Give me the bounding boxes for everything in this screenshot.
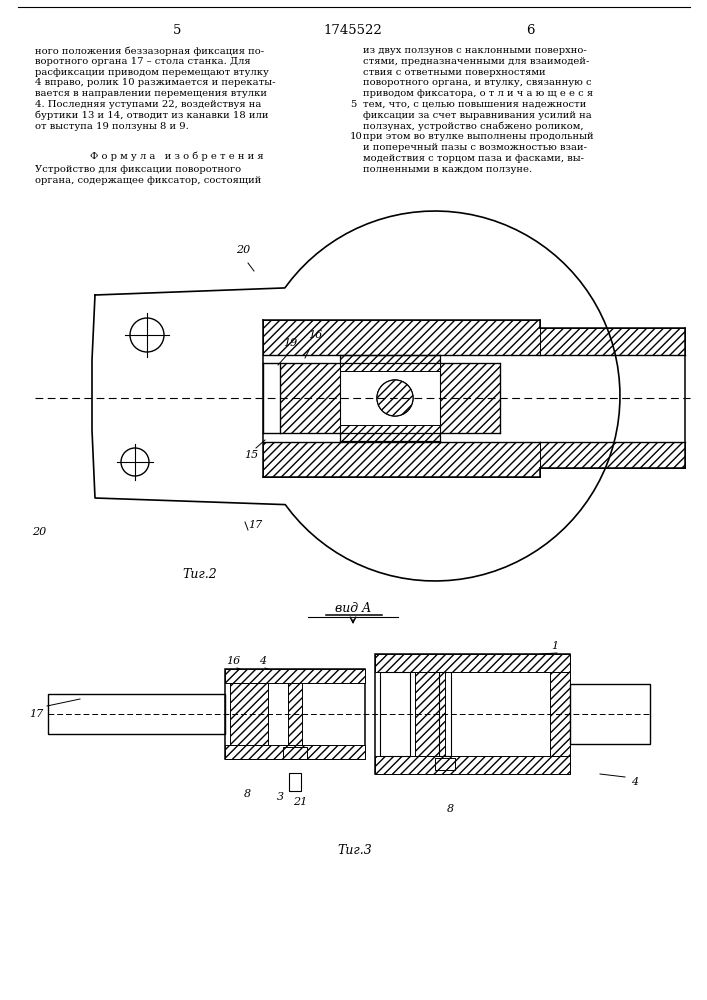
Bar [225,669,365,759]
Bar [375,654,570,774]
Bar [375,756,570,774]
Text: 5: 5 [350,100,356,109]
Bar [48,694,225,734]
Text: 20: 20 [32,527,46,537]
Text: поворотного органа, и втулку, связанную с: поворотного органа, и втулку, связанную … [363,78,592,87]
Text: расфиксации приводом перемещают втулку: расфиксации приводом перемещают втулку [35,68,269,77]
Bar [570,684,650,744]
Text: вается в направлении перемещения втулки: вается в направлении перемещения втулки [35,89,267,98]
Text: 17: 17 [248,520,262,530]
Text: 4: 4 [631,777,638,787]
Bar [340,355,440,371]
Text: 21: 21 [293,797,307,807]
Text: ползунах, устройство снабжено роликом,: ползунах, устройство снабжено роликом, [363,122,583,131]
Text: стями, предназначенными для взаимодей-: стями, предназначенными для взаимодей- [363,57,590,66]
Text: 15: 15 [244,450,258,460]
Bar [225,669,365,683]
Text: 17: 17 [29,709,43,719]
Text: 16: 16 [308,330,322,340]
Text: 4. Последняя уступами 22, воздействуя на: 4. Последняя уступами 22, воздействуя на [35,100,262,109]
Text: Ф о р м у л а   и з о б р е т е н и я: Ф о р м у л а и з о б р е т е н и я [90,151,264,161]
Text: Τиг.3: Τиг.3 [338,844,373,857]
Bar [540,442,685,468]
Text: и поперечный пазы с возможностью взаи-: и поперечный пазы с возможностью взаи- [363,143,587,152]
Bar [263,320,540,355]
Bar [230,683,268,745]
Text: фиксации за счет выравнивания усилий на: фиксации за счет выравнивания усилий на [363,111,592,120]
Circle shape [377,380,413,416]
Bar [263,442,540,477]
Text: 19: 19 [283,338,297,348]
Text: 4: 4 [259,656,267,666]
Text: 1: 1 [551,641,559,651]
Text: 8: 8 [243,789,250,799]
Bar [540,328,685,355]
Text: из двух ползунов с наклонными поверхно-: из двух ползунов с наклонными поверхно- [363,46,587,55]
Text: 4 вправо, ролик 10 разжимается и перекаты-: 4 вправо, ролик 10 разжимается и перекат… [35,78,276,87]
Text: ного положения беззазорная фиксация по-: ного положения беззазорная фиксация по- [35,46,264,55]
Text: 16: 16 [226,656,240,666]
Text: воротного органа 17 – стола станка. Для: воротного органа 17 – стола станка. Для [35,57,250,66]
Text: приводом фиксатора, о т л и ч а ю щ е е с я: приводом фиксатора, о т л и ч а ю щ е е … [363,89,593,98]
Bar [380,672,410,756]
Text: ствия с ответными поверхностями: ствия с ответными поверхностями [363,68,546,77]
Bar [225,745,365,759]
Text: Τиг.2: Τиг.2 [182,568,217,581]
Text: 6: 6 [526,24,534,37]
Bar [288,683,302,745]
Text: 3: 3 [276,792,284,802]
Text: 20: 20 [236,245,250,255]
Text: органа, содержащее фиксатор, состоящий: органа, содержащее фиксатор, состоящий [35,176,262,185]
Bar [375,654,570,672]
Text: 8: 8 [446,804,454,814]
Text: тем, что, с целью повышения надежности: тем, что, с целью повышения надежности [363,100,586,109]
Bar [439,672,451,756]
Circle shape [377,380,413,416]
Text: буртики 13 и 14, отводит из канавки 18 или: буртики 13 и 14, отводит из канавки 18 и… [35,111,269,120]
Text: модействия с торцом паза и фасками, вы-: модействия с торцом паза и фасками, вы- [363,154,584,163]
Bar [440,363,500,433]
Text: 1745522: 1745522 [324,24,382,37]
Bar [280,363,340,433]
Bar [415,672,445,756]
Text: 10: 10 [350,132,363,141]
Text: Устройство для фиксации поворотного: Устройство для фиксации поворотного [35,165,241,174]
Bar [283,747,307,759]
Text: от выступа 19 ползуны 8 и 9.: от выступа 19 ползуны 8 и 9. [35,122,189,131]
Bar [289,773,301,791]
Bar [550,672,570,756]
Text: 5: 5 [173,24,181,37]
Bar [435,758,455,770]
Text: полненными в каждом ползуне.: полненными в каждом ползуне. [363,165,532,174]
Text: при этом во втулке выполнены продольный: при этом во втулке выполнены продольный [363,132,594,141]
Bar [340,425,440,442]
Text: вид A: вид A [335,602,371,615]
